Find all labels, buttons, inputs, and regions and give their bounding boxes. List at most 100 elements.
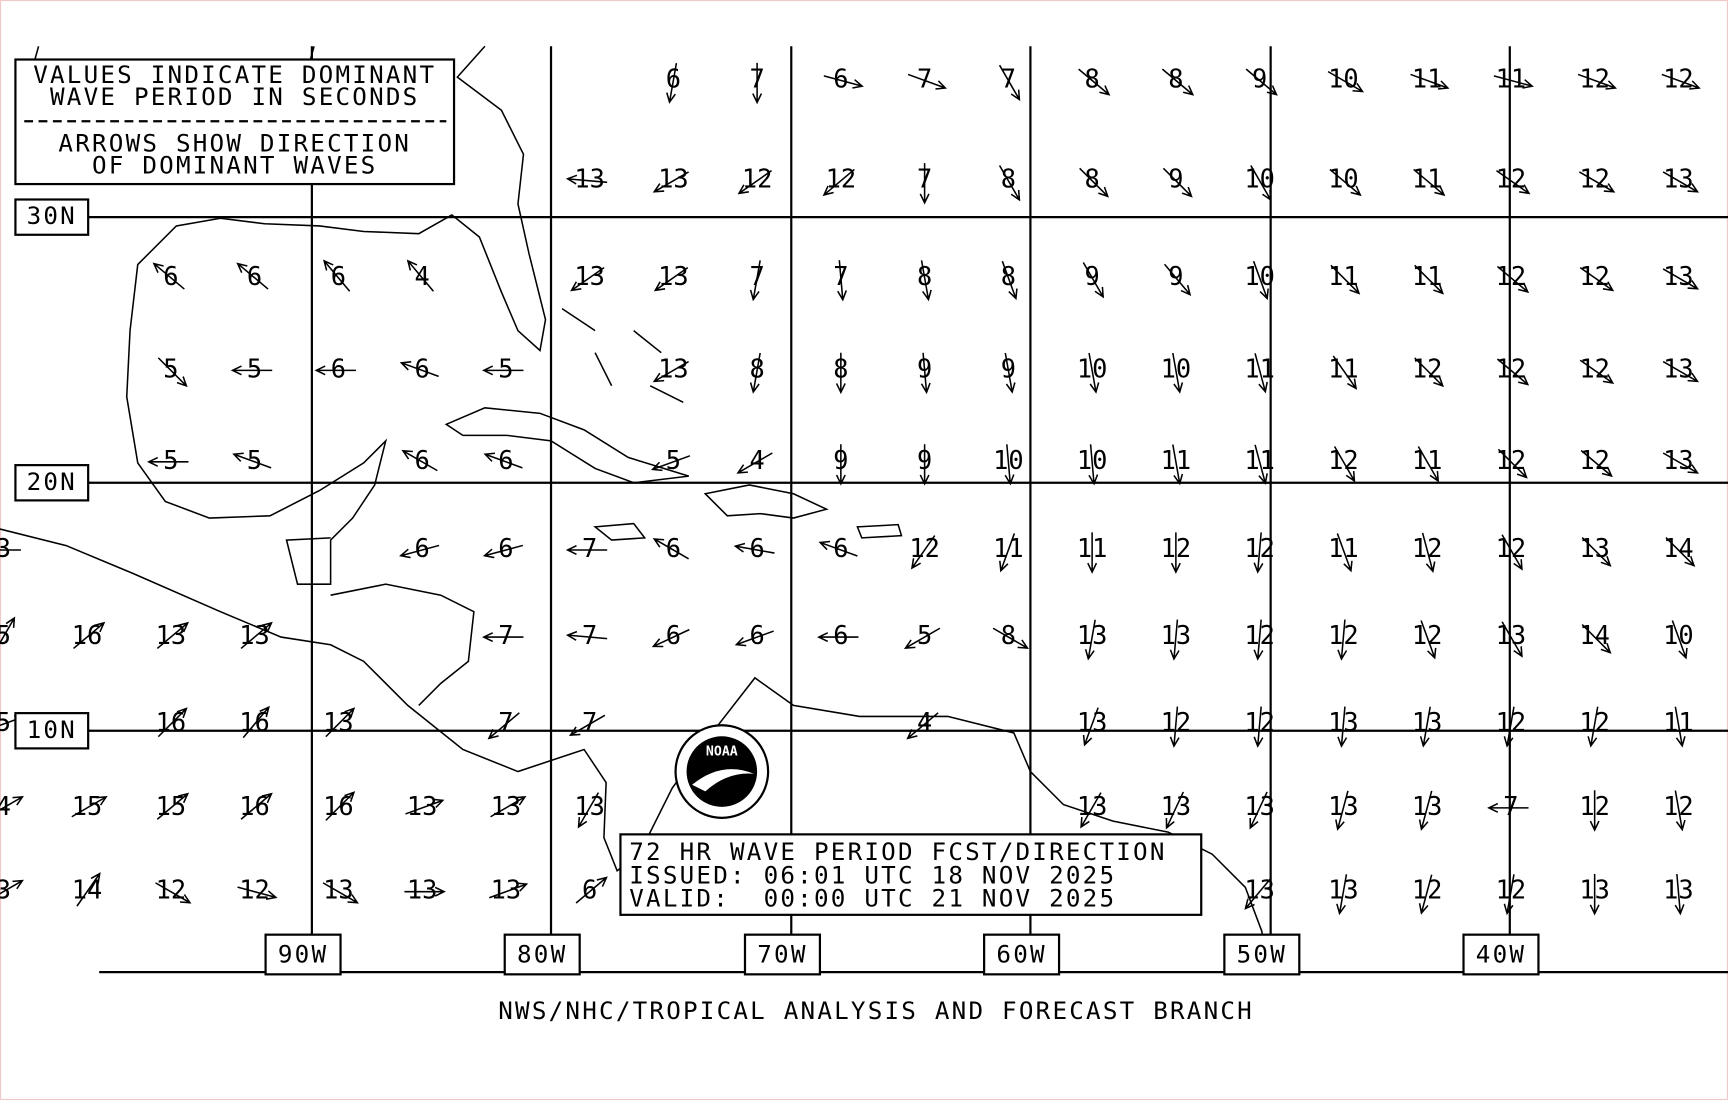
direction-arrow: [1169, 706, 1180, 748]
legend-line: ARROWS SHOW DIRECTION: [58, 128, 411, 157]
wave-period: 6: [498, 445, 513, 475]
direction-arrow: [903, 627, 941, 649]
wave-period: 7: [1001, 63, 1016, 93]
direction-arrow: [577, 792, 600, 829]
wave-period: 6: [833, 63, 848, 93]
direction-arrow: [399, 361, 439, 378]
direction-arrow: [1329, 168, 1362, 197]
wave-period: 9: [1001, 353, 1016, 383]
direction-arrow: [749, 352, 761, 394]
direction-arrow: [906, 712, 939, 740]
direction-arrow: [1082, 707, 1099, 747]
direction-arrow: [752, 62, 763, 105]
wave-period: 12: [1412, 620, 1442, 650]
longitude-label-box: [983, 933, 1061, 976]
wave-period: 9: [1084, 261, 1099, 291]
direction-arrow: [565, 544, 608, 556]
wave-period: 11: [1328, 353, 1358, 383]
wave-period: 12: [1161, 533, 1191, 563]
direction-arrow: [1253, 619, 1264, 661]
direction-arrow: [1254, 444, 1268, 485]
direction-arrow: [1337, 706, 1348, 748]
wave-period: 8: [1001, 261, 1016, 291]
wave-period: 12: [1496, 445, 1526, 475]
direction-arrow: [1589, 874, 1600, 916]
direction-arrow: [1580, 449, 1613, 478]
wave-period: 16: [72, 620, 102, 650]
direction-arrow: [1418, 790, 1433, 831]
wave-period: 13: [407, 875, 437, 905]
direction-arrow: [823, 75, 864, 89]
wave-period: 12: [1579, 353, 1609, 383]
wave-period: 13: [407, 791, 437, 821]
direction-arrow: [919, 444, 930, 486]
direction-arrow: [76, 872, 101, 907]
direction-arrow: [1581, 536, 1612, 567]
wave-period: 6: [833, 533, 848, 563]
direction-arrow: [817, 632, 859, 643]
wave-period: 13: [491, 875, 521, 905]
direction-arrow: [910, 535, 936, 570]
direction-arrow: [230, 365, 273, 376]
wave-period: 6: [331, 353, 346, 383]
wave-period: 12: [826, 164, 856, 194]
wave-period: 13: [1663, 445, 1693, 475]
direction-arrow: [232, 452, 272, 469]
direction-arrow: [1501, 534, 1523, 571]
direction-arrow: [1419, 706, 1431, 748]
direction-arrow: [651, 628, 690, 648]
wave-period: 10: [1244, 164, 1274, 194]
direction-arrow: [1410, 73, 1450, 90]
direction-arrow: [1170, 532, 1181, 574]
issuance-line: VALID: 00:00 UTC 21 NOV 2025: [629, 883, 1116, 912]
direction-arrow: [1250, 165, 1272, 202]
wave-period: 13: [1579, 875, 1609, 905]
wave-period: 12: [1579, 445, 1609, 475]
wave-period: 13: [658, 353, 688, 383]
direction-arrow: [1503, 874, 1515, 916]
direction-arrow: [240, 792, 273, 820]
longitude-label: 70W: [757, 940, 807, 969]
direction-arrow: [1161, 68, 1195, 96]
wave-period: 12: [1496, 707, 1526, 737]
direction-arrow: [1589, 790, 1600, 832]
direction-arrow: [242, 705, 270, 739]
direction-arrow: [490, 796, 527, 818]
wave-period: 8: [1001, 164, 1016, 194]
latitude-label-box: [14, 198, 90, 236]
wave-period: 7: [582, 620, 597, 650]
direction-arrow: [1078, 68, 1111, 96]
direction-arrow: [1172, 444, 1184, 486]
wave-period: 12: [239, 875, 269, 905]
wave-period: 10: [1077, 445, 1107, 475]
direction-arrow: [482, 632, 524, 643]
direction-arrow: [1587, 706, 1599, 748]
wave-period: 10: [993, 445, 1023, 475]
wave-period: 4: [917, 707, 932, 737]
issuance-line: 72 HR WAVE PERIOD FCST/DIRECTION: [629, 837, 1166, 866]
wave-period: 13: [1328, 707, 1358, 737]
wave-period: 12: [1244, 620, 1274, 650]
direction-arrow: [666, 62, 678, 104]
wave-period: 13: [1663, 353, 1693, 383]
wave-period: 12: [1496, 875, 1526, 905]
direction-arrow: [1004, 352, 1016, 394]
longitude-label: 90W: [278, 940, 328, 969]
direction-arrow: [1496, 170, 1531, 195]
wave-period: 6: [749, 620, 764, 650]
direction-arrow: [406, 259, 435, 292]
wave-period: 12: [1496, 261, 1526, 291]
direction-arrow: [73, 621, 106, 650]
direction-arrow: [487, 712, 520, 740]
direction-arrow: [1004, 444, 1015, 486]
direction-arrow: [1088, 444, 1099, 486]
direction-arrow: [1503, 706, 1515, 748]
wave-period: 10: [1328, 63, 1358, 93]
direction-arrow: [156, 792, 190, 820]
wave-period: 6: [414, 533, 429, 563]
wave-period: 5: [163, 353, 178, 383]
latitude-label: 30N: [27, 201, 77, 230]
direction-arrow: [568, 714, 606, 737]
latitude-label-box: [14, 712, 90, 750]
